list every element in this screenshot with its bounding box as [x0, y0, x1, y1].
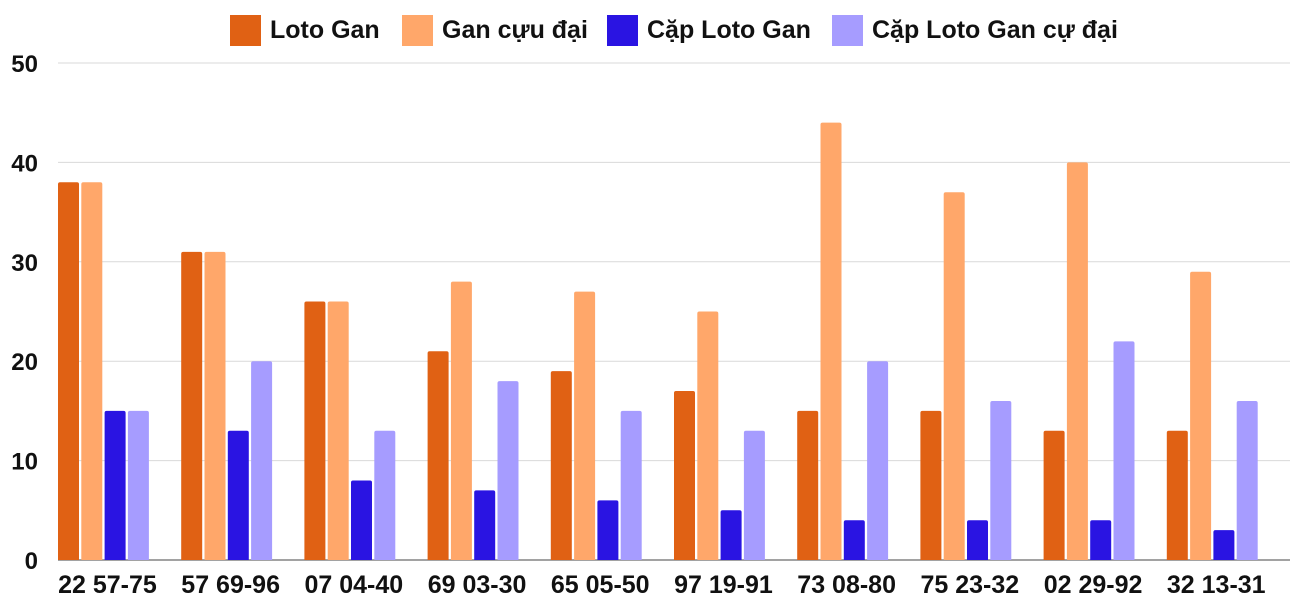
y-tick-label: 20	[11, 349, 38, 376]
legend: Loto Gan Gan cựu đại Cặp Loto Gan Cặp Loto …	[230, 15, 1118, 46]
bar-3-4	[474, 490, 496, 560]
bar-1-2	[181, 251, 203, 561]
legend-swatch	[607, 15, 638, 46]
bar-1-9	[1043, 430, 1065, 560]
y-tick-label: 0	[25, 548, 38, 575]
bar-4-5	[620, 410, 642, 560]
x-category-label: 73 08-80	[797, 571, 896, 599]
x-category-label: 69 03-30	[428, 571, 527, 599]
legend-swatch	[230, 15, 261, 46]
y-tick-label: 40	[11, 150, 38, 177]
bar-1-10	[1166, 430, 1188, 560]
bar-4-6	[743, 430, 765, 560]
bar-3-9	[1090, 520, 1112, 560]
x-category-label: 65 05-50	[551, 571, 650, 599]
legend-label: Gan cựu đại	[442, 16, 588, 44]
bar-4-3	[374, 430, 396, 560]
bar-3-1	[104, 410, 126, 560]
x-category-label: 75 23-32	[920, 571, 1019, 599]
y-tick-label: 10	[11, 449, 38, 476]
bar-2-6	[697, 311, 719, 560]
y-tick-label: 50	[11, 51, 38, 78]
y-tick-label: 30	[11, 250, 38, 277]
bar-2-9	[1066, 162, 1088, 560]
x-category-label: 02 29-92	[1044, 571, 1143, 599]
legend-swatch	[832, 15, 863, 46]
bar-4-8	[990, 400, 1012, 560]
bar-1-7	[797, 410, 819, 560]
bar-2-1	[81, 182, 103, 560]
bar-2-2	[204, 251, 226, 561]
bars	[58, 122, 1258, 561]
bar-3-6	[720, 510, 742, 560]
bar-3-8	[967, 520, 988, 560]
bar-1-1	[58, 182, 79, 560]
bar-1-8	[920, 410, 942, 560]
bar-4-9	[1113, 341, 1135, 560]
legend-label: Loto Gan	[270, 16, 380, 44]
bar-2-10	[1190, 271, 1212, 560]
bar-2-8	[943, 192, 965, 560]
bar-2-3	[327, 301, 349, 560]
x-category-label: 22 57-75	[58, 571, 157, 599]
legend-swatch	[402, 15, 433, 46]
bar-1-4	[427, 351, 449, 560]
bar-3-2	[227, 430, 249, 560]
x-category-label: 97 19-91	[674, 571, 773, 599]
bar-3-3	[351, 480, 372, 560]
bar-1-3	[304, 301, 326, 560]
bar-3-5	[597, 500, 619, 560]
x-category-label: 57 69-96	[181, 571, 280, 599]
bar-4-10	[1236, 400, 1258, 560]
bar-2-7	[820, 122, 842, 560]
bar-4-1	[127, 410, 149, 560]
y-axis-ticks: 0 10 20 30 40 50	[11, 51, 38, 575]
bar-3-10	[1213, 530, 1235, 560]
bar-1-5	[550, 371, 572, 560]
bar-4-7	[867, 361, 889, 560]
bar-2-4	[450, 281, 472, 560]
bar-4-4	[497, 381, 519, 560]
legend-label: Cặp Loto Gan cự đại	[872, 16, 1118, 44]
bar-3-7	[843, 520, 865, 560]
x-category-label: 07 04-40	[304, 571, 403, 599]
x-category-label: 32 13-31	[1167, 571, 1266, 599]
bar-4-2	[251, 361, 273, 560]
bar-2-5	[574, 291, 596, 560]
legend-label: Cặp Loto Gan	[647, 16, 811, 44]
bar-1-6	[674, 391, 695, 560]
x-axis-categories: 22 57-75 57 69-96 07 04-40 69 03-30 65 05-50…	[58, 571, 1266, 599]
